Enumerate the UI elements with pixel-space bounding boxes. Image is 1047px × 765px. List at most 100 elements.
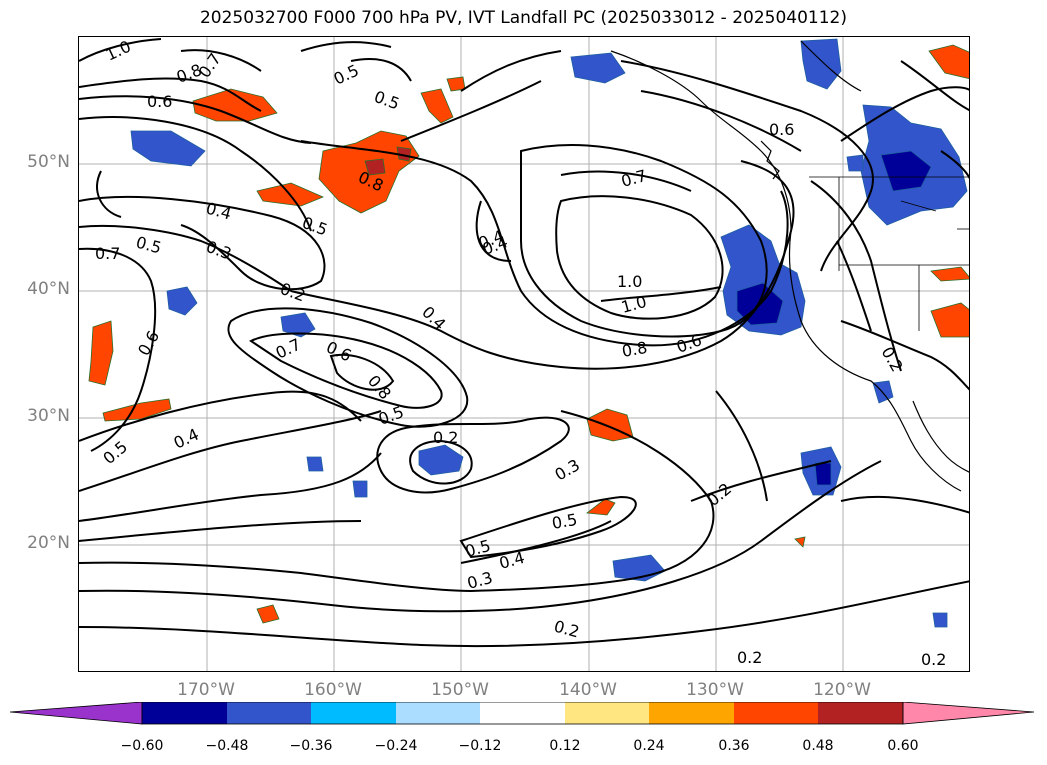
ivt-patch	[364, 158, 386, 176]
contour-label: 0.5	[300, 213, 330, 240]
pv-contour-line	[555, 195, 724, 320]
colorbar-segment	[649, 702, 734, 724]
contour-label: 0.2	[878, 344, 907, 376]
ivt-patch	[586, 408, 634, 442]
contour-label: 0.5	[372, 87, 402, 114]
contour-label: 0.5	[550, 510, 578, 533]
colorbar-extend-high	[902, 702, 1035, 725]
pv-contour-line	[600, 286, 722, 302]
ivt-patch	[418, 444, 464, 476]
lat-label-40n: 40°N	[27, 279, 70, 299]
pv-contour-line	[249, 332, 443, 409]
contour-label: 0.6	[323, 337, 354, 365]
ivt-patch	[585, 498, 616, 516]
coastline-path	[800, 40, 862, 92]
pv-contour-line	[640, 90, 802, 152]
colorbar-tick-label: −0.60	[120, 738, 164, 754]
contour-label: 0.7	[619, 166, 649, 191]
colorbar-tick-label: −0.48	[205, 738, 249, 754]
contour-label: 0.4	[171, 425, 202, 453]
colorbar-tick-label: 0.60	[887, 738, 919, 754]
graticule	[79, 37, 969, 671]
map-title: 2025032700 F000 700 hPa PV, IVT Landfall…	[199, 8, 847, 28]
colorbar-segment	[142, 702, 227, 724]
ivt-patch	[930, 302, 969, 338]
pv-contour-line	[560, 170, 692, 192]
ivt-patch	[928, 44, 969, 79]
colorbar-tick-label: −0.12	[458, 738, 502, 754]
pv-contour-line	[79, 77, 262, 112]
colorbar-tick-label: 0.12	[549, 738, 581, 754]
pv-contour-line	[519, 144, 768, 338]
ivt-patch	[192, 88, 278, 122]
ivt-patch	[256, 604, 280, 624]
coastline-path	[912, 400, 969, 473]
pv-contour-line	[409, 439, 473, 485]
colorbar-segment	[227, 702, 311, 724]
pv-contour-line	[376, 416, 570, 494]
colorbar-segment	[734, 702, 818, 724]
ivt-patch	[102, 398, 172, 422]
colorbar-tick-label: −0.36	[289, 738, 333, 754]
ivt-patch	[352, 480, 368, 498]
pv-contour-line	[475, 200, 512, 262]
contour-label: 0.5	[331, 61, 362, 89]
colorbar-segment	[396, 702, 480, 724]
pv-contour-line	[227, 307, 469, 428]
contour-label: 0.6	[134, 327, 163, 359]
pv-contour-line	[79, 38, 162, 62]
pv-contour-line	[79, 452, 382, 522]
lon-label-160w: 160°W	[304, 680, 362, 700]
colorbar-tick-label: 0.48	[802, 738, 834, 754]
pv-contour-line	[96, 170, 122, 218]
pv-contour-line	[400, 80, 542, 142]
ivt-patch	[420, 88, 454, 124]
pv-contour-line	[79, 410, 715, 593]
contour-label: 1.0	[617, 272, 642, 291]
contour-label: 0.7	[95, 244, 120, 263]
ivt-patch	[446, 76, 466, 92]
pv-contour-line	[79, 224, 292, 292]
contour-label: 1.0	[103, 37, 134, 65]
pv-contour-line	[180, 49, 262, 72]
pv-contour-line	[300, 140, 789, 347]
borders	[809, 176, 969, 331]
lon-label-170w: 170°W	[177, 680, 235, 700]
pv-contour-line	[690, 460, 832, 502]
ivt-patch	[846, 154, 864, 172]
ivt-positive-patches	[88, 44, 969, 624]
coastline	[610, 40, 969, 492]
contour-label: 0.6	[147, 92, 172, 111]
ivt-patch	[570, 52, 626, 84]
colorbar	[10, 702, 1035, 725]
colorbar-segment	[311, 702, 396, 724]
colorbar-tick-label: −0.24	[374, 738, 418, 754]
map-canvas[interactable]: 1.0 0.8 0.7 0.6 0.5 0.5 0.8 0.6 0.4 0.3 …	[79, 37, 970, 672]
contour-label: 0.4	[418, 302, 449, 333]
ivt-negative-patches	[130, 38, 968, 628]
lat-label-50n: 50°N	[27, 152, 70, 172]
contour-label: 0.2	[433, 428, 458, 447]
map-panel[interactable]: 1.0 0.8 0.7 0.6 0.5 0.5 0.8 0.6 0.4 0.3 …	[78, 36, 970, 672]
contour-label: 0.4	[204, 199, 234, 224]
ivt-patch	[88, 320, 114, 386]
contour-label: 0.2	[737, 648, 762, 667]
lon-label-150w: 150°W	[431, 680, 489, 700]
ivt-patch	[814, 462, 832, 486]
contour-label: 0.8	[620, 338, 648, 361]
pv-contour-line	[900, 60, 969, 112]
pv-contour-line	[79, 247, 157, 452]
contour-label: 1.0	[619, 292, 649, 317]
pv-contour-line	[300, 41, 392, 52]
coastline-path	[610, 50, 962, 492]
contour-label: 0.2	[278, 279, 308, 306]
lat-label-30n: 30°N	[27, 406, 70, 426]
pv-contour-line	[79, 195, 326, 291]
pv-contour-line	[79, 410, 382, 492]
contour-label: 0.4	[497, 548, 527, 573]
contour-label: 0.2	[552, 617, 582, 642]
contour-label: 0.3	[465, 568, 495, 593]
pv-contour-line	[79, 390, 362, 442]
colorbar-tick-label: 0.36	[718, 738, 750, 754]
contour-label: 0.6	[769, 120, 794, 139]
